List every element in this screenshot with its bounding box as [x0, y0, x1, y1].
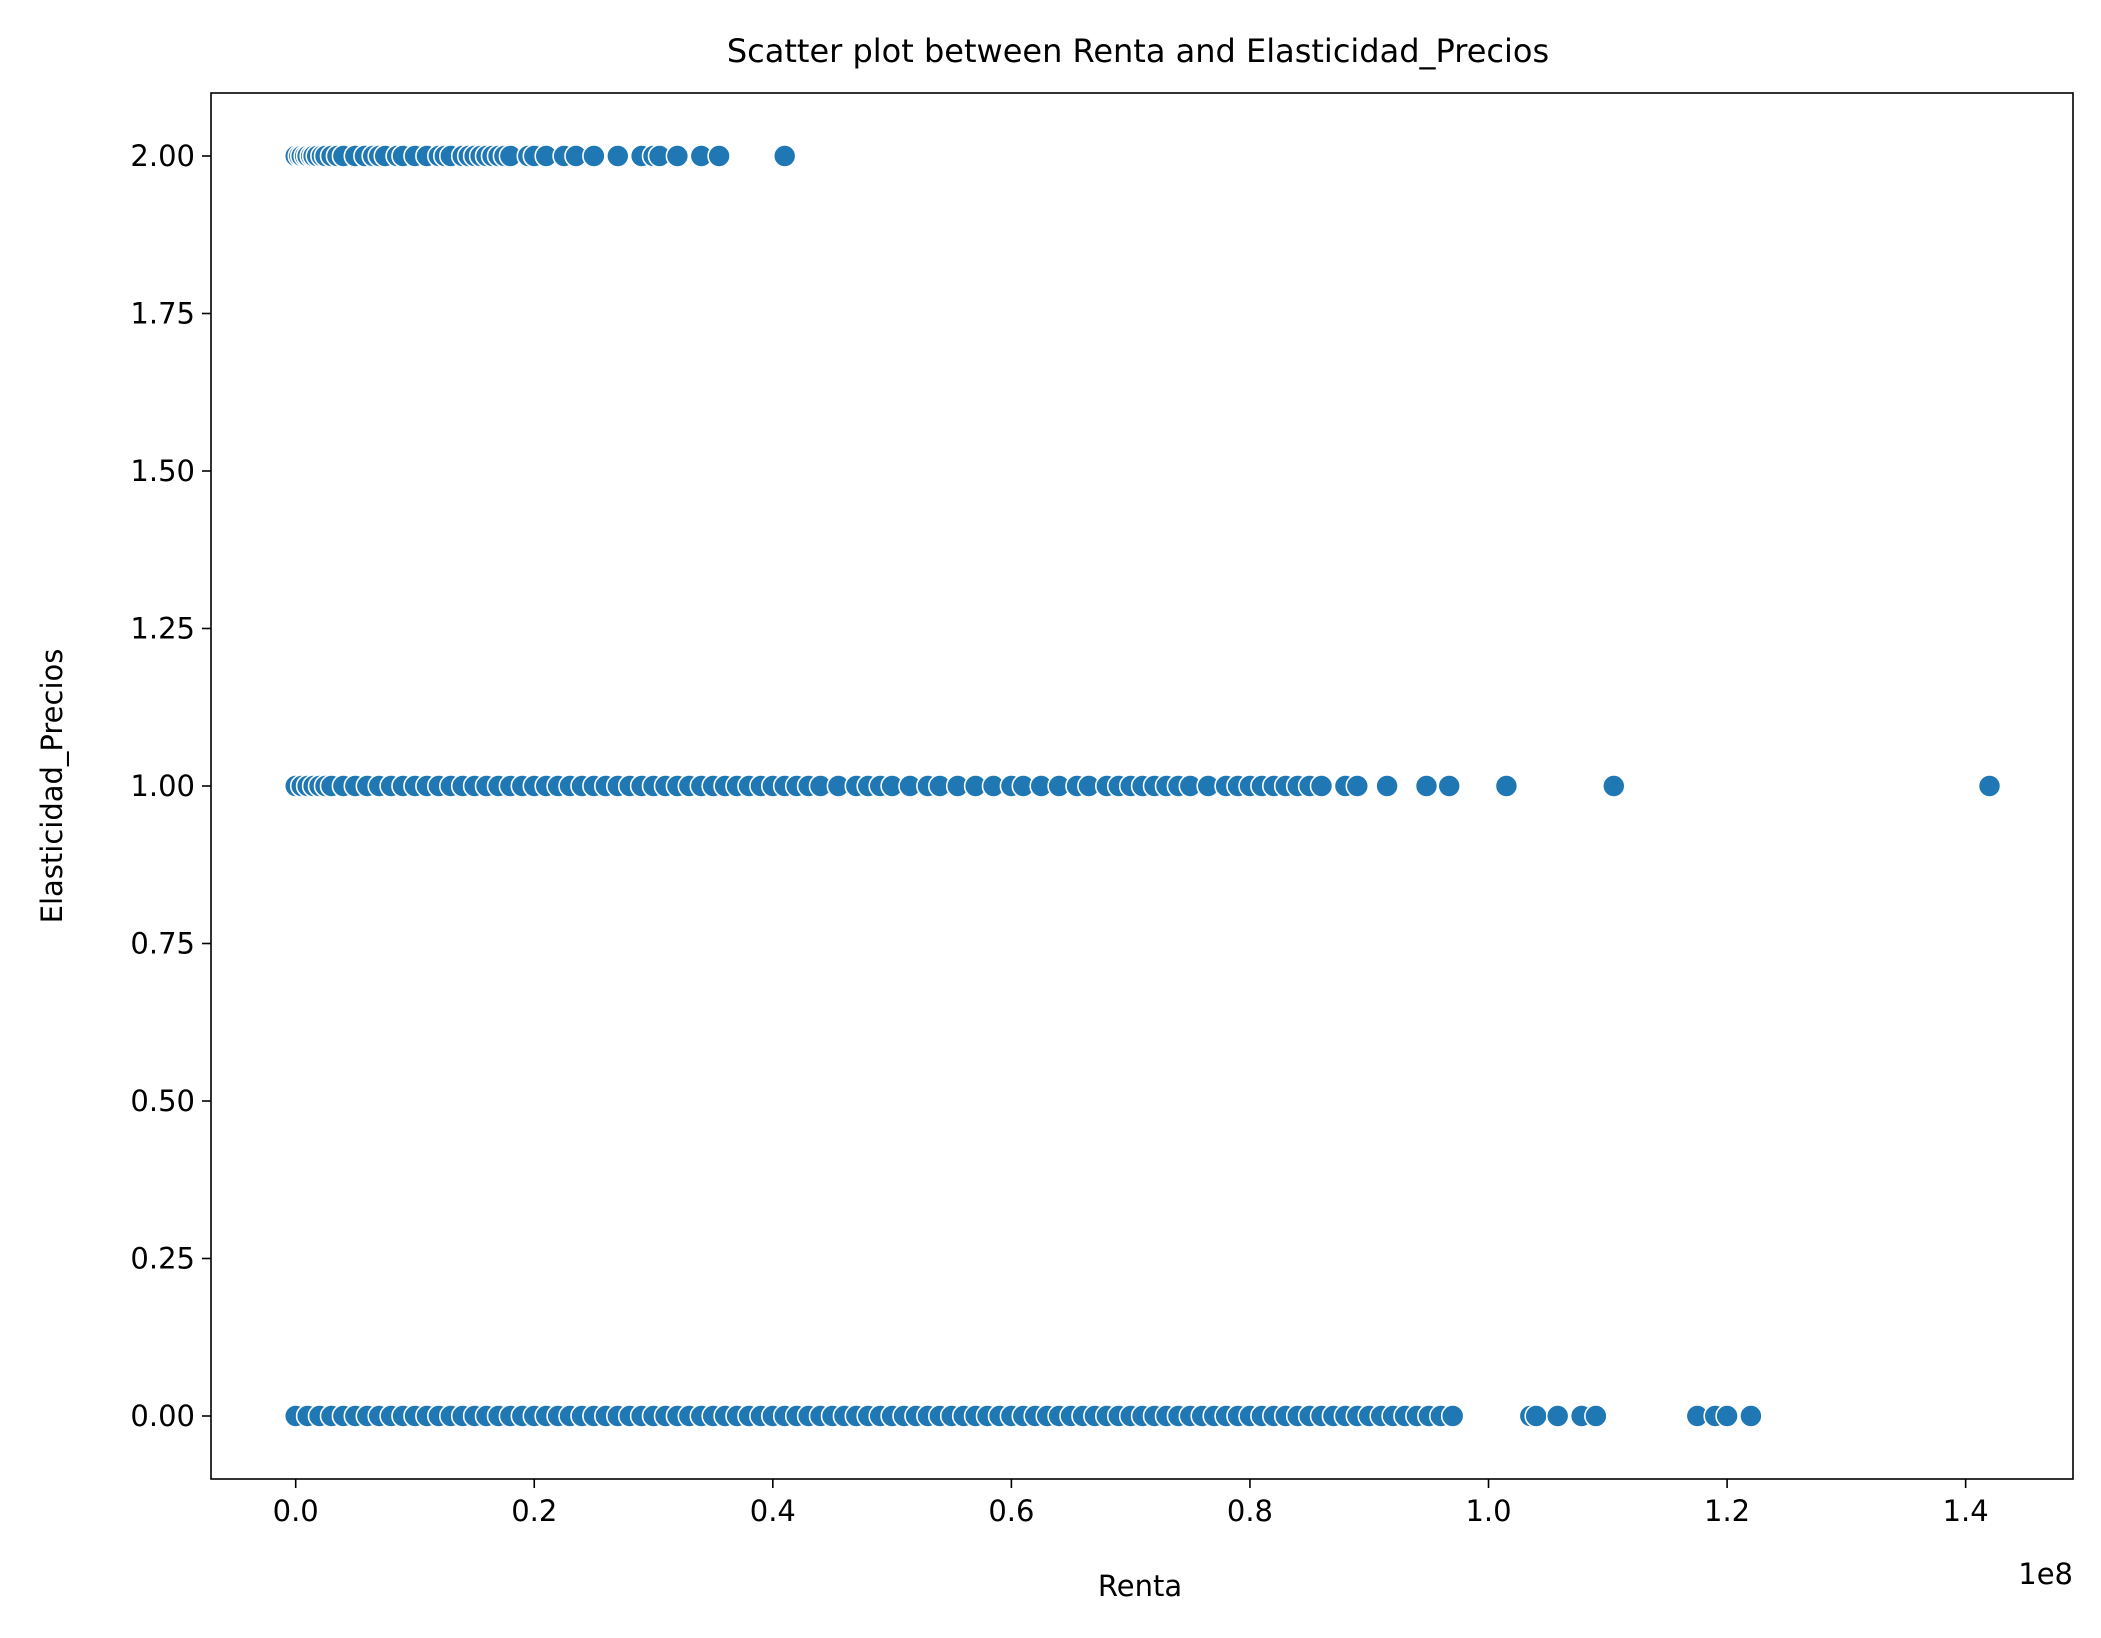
data-point [707, 144, 731, 168]
x-tick-label: 1.2 [1704, 1494, 1750, 1528]
x-axis-offset-label: 1e8 [2018, 1557, 2073, 1591]
x-tick-label: 0.6 [988, 1494, 1034, 1528]
data-point [1494, 774, 1519, 798]
y-tick-label: 1.00 [130, 769, 195, 803]
data-point [665, 144, 690, 168]
y-tick-label: 1.75 [130, 297, 195, 331]
data-point [1739, 1404, 1763, 1428]
x-tick-label: 1.0 [1465, 1494, 1511, 1528]
y-tick-label: 1.50 [130, 454, 195, 488]
data-point [1345, 774, 1370, 798]
x-axis: 0.0 0.2 0.4 0.6 0.8 1.0 1.2 1.4 [273, 1479, 1989, 1528]
data-point [1375, 774, 1399, 798]
y-tick-label: 0.50 [130, 1084, 195, 1118]
x-tick-label: 1.4 [1943, 1494, 1989, 1528]
y-tick-label: 1.25 [130, 612, 195, 646]
data-point [1414, 774, 1439, 798]
data-points [283, 144, 2002, 1428]
y-axis: 0.00 0.25 0.50 0.75 1.00 1.25 1.50 1.75 2.00 [130, 139, 211, 1433]
data-point [582, 144, 606, 168]
data-point [605, 144, 630, 168]
x-tick-label: 0.4 [750, 1494, 796, 1528]
x-tick-label: 0.8 [1227, 1494, 1273, 1528]
y-tick-label: 0.75 [130, 927, 195, 961]
data-point [1977, 774, 2002, 798]
y-axis-label: Elasticidad_Precios [35, 649, 69, 924]
x-axis-label: Renta [1098, 1569, 1182, 1603]
y-tick-label: 0.00 [130, 1399, 195, 1433]
data-point [1584, 1404, 1608, 1428]
data-point [1440, 1404, 1465, 1428]
data-point [1715, 1404, 1739, 1428]
data-point [1524, 1404, 1548, 1428]
data-point [772, 144, 797, 168]
y-tick-label: 2.00 [130, 139, 195, 173]
data-point [1602, 774, 1626, 798]
chart-title: Scatter plot between Renta and Elasticid… [727, 32, 1549, 70]
x-tick-label: 0.0 [273, 1494, 319, 1528]
data-point [1309, 774, 1334, 798]
y-tick-label: 0.25 [130, 1242, 195, 1276]
x-tick-label: 0.2 [511, 1494, 557, 1528]
data-point [1437, 774, 1461, 798]
data-point [1545, 1404, 1570, 1428]
